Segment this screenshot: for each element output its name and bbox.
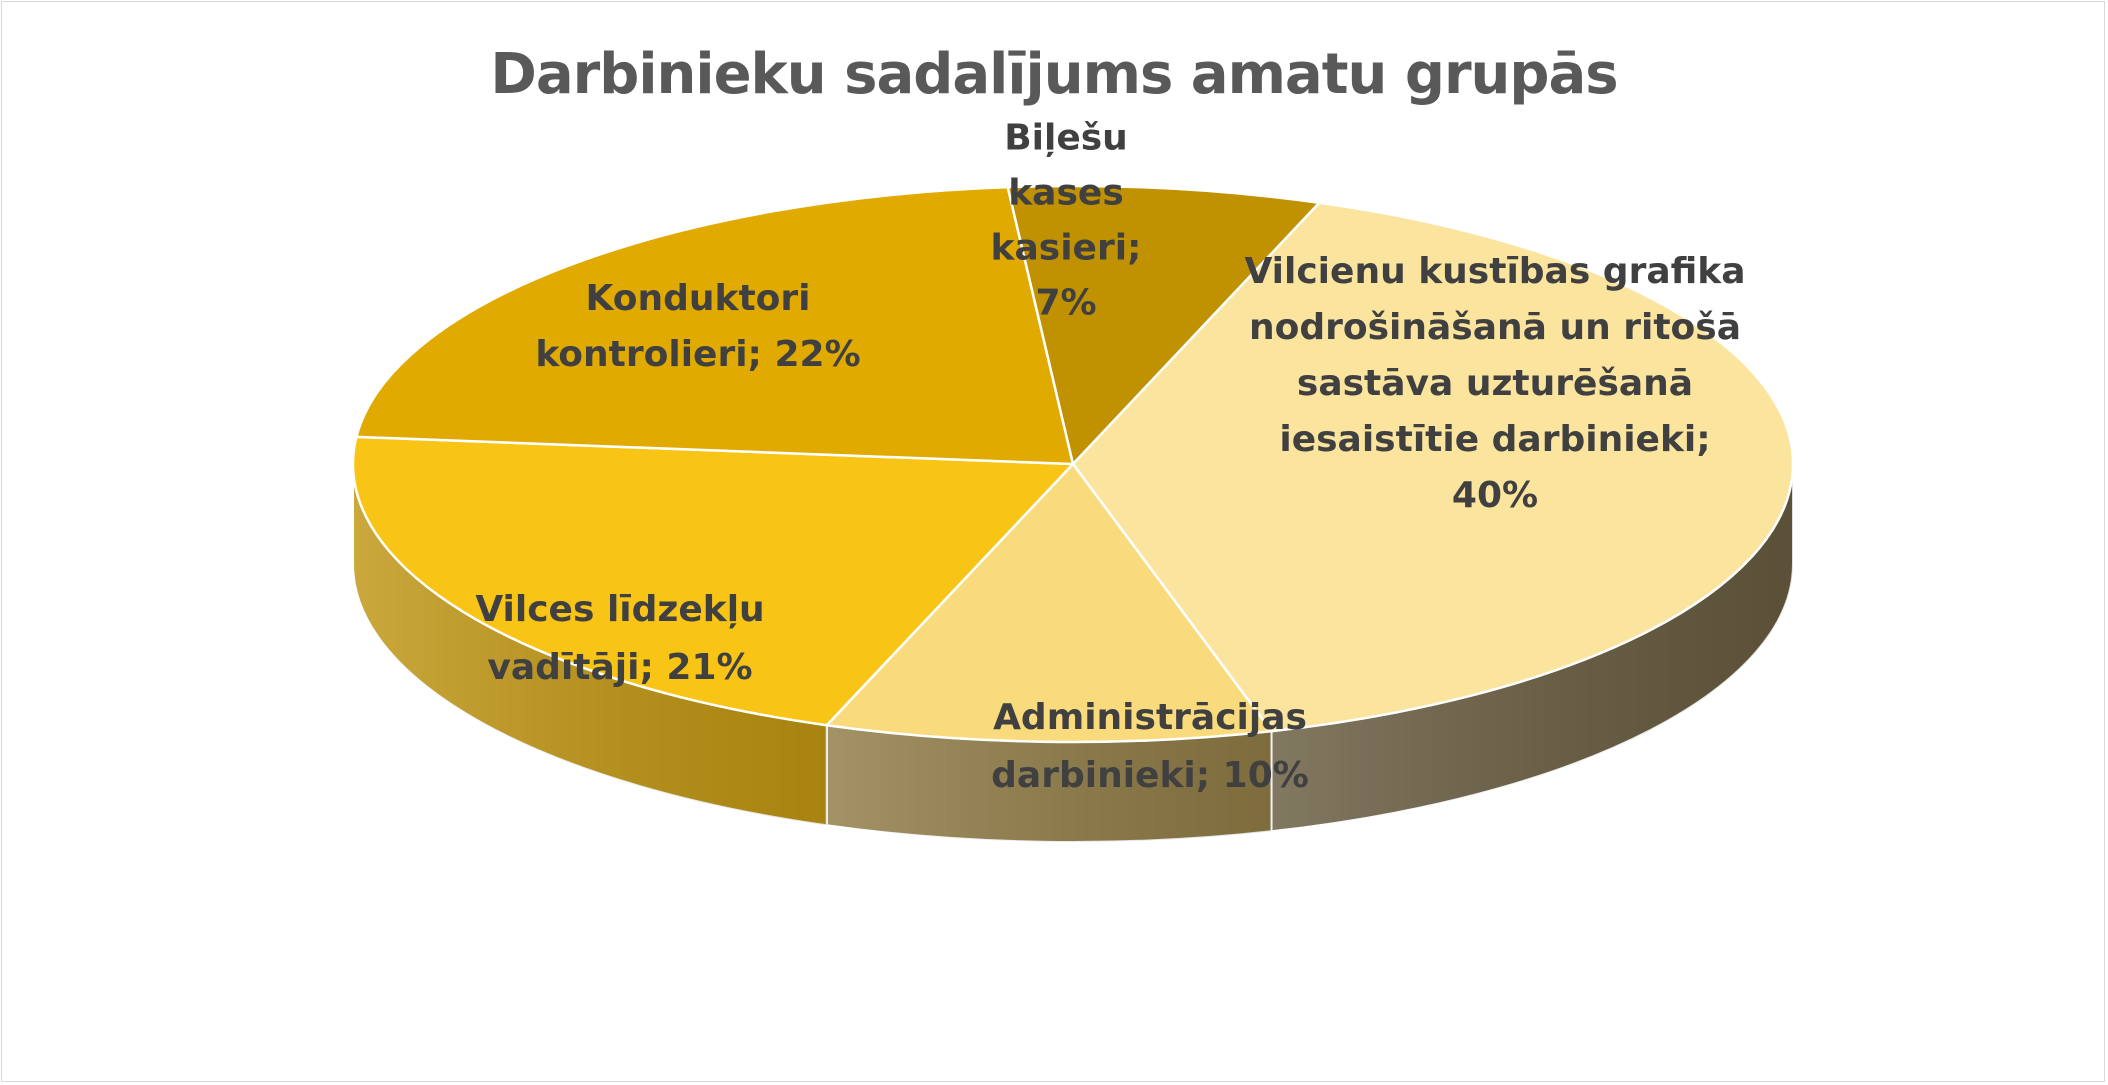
data-label-vilcienu-kustibas-grafika-nodrosinasana-un-ritosa-sastava-uzturesana-iesaistitie-darbinieki: Vilcienu kustības grafika nodrošināšanā u…	[1244, 251, 1745, 516]
pie-side-shade	[1271, 464, 1793, 832]
pie-slices	[351, 184, 1795, 744]
data-label-line: darbinieki; 10%	[991, 755, 1309, 796]
data-label-line: 7%	[1035, 283, 1096, 324]
data-label-line: vadītāji; 21%	[487, 647, 752, 688]
pie-slice-bilesu-kases-kasieri	[1006, 184, 1321, 466]
data-label-line: Vilces līdzekļu	[475, 589, 764, 630]
data-label-line: nodrošināšanā un ritošā	[1249, 307, 1741, 348]
data-label-line: sastāva uzturēšanā	[1297, 363, 1693, 404]
data-label-line: Konduktori	[586, 278, 811, 319]
pie-data-labels: Vilcienu kustības grafika nodrošināšanā u…	[475, 118, 1745, 797]
data-label-line: Biļešu	[1004, 118, 1128, 159]
data-label-line: 40%	[1452, 475, 1538, 516]
data-label-line: kasieri;	[991, 228, 1142, 269]
data-label-konduktori-kontrolieri: Konduktori kontrolieri; 22%	[535, 278, 860, 375]
data-label-administracijas-darbinieki: Administrācijas darbinieki; 10%	[991, 697, 1309, 796]
data-label-line: kontrolieri; 22%	[535, 334, 860, 375]
data-label-vilces-lidzeklu-vaditaji: Vilces līdzekļu vadītāji; 21%	[475, 589, 764, 688]
data-label-bilesu-kases-kasieri: Biļešu kases kasieri; 7%	[991, 118, 1142, 324]
pie-sides	[352, 463, 1794, 843]
pie-slice-konduktori-kontrolieri	[355, 185, 1075, 466]
chart-title: Darbinieku sadalījums amatu grupās	[490, 42, 1618, 107]
data-label-line: Administrācijas	[993, 697, 1307, 738]
pie-side-shade	[826, 725, 1272, 842]
data-label-line: Vilcienu kustības grafika	[1244, 251, 1745, 292]
data-label-line: kases	[1008, 173, 1124, 214]
pie-side-shade	[353, 464, 827, 826]
pie-slice-vilces-lidzeklu-vaditaji	[351, 435, 1075, 727]
pie-slice-administracijas-darbinieki	[825, 462, 1273, 744]
data-label-line: iesaistītie darbinieki;	[1279, 419, 1710, 460]
pie-slice-vilcienu-kustibas-grafika-nodrosinasana-un-ritosa-sastava-uzturesana-iesaistitie-darbinieki	[1071, 201, 1795, 733]
